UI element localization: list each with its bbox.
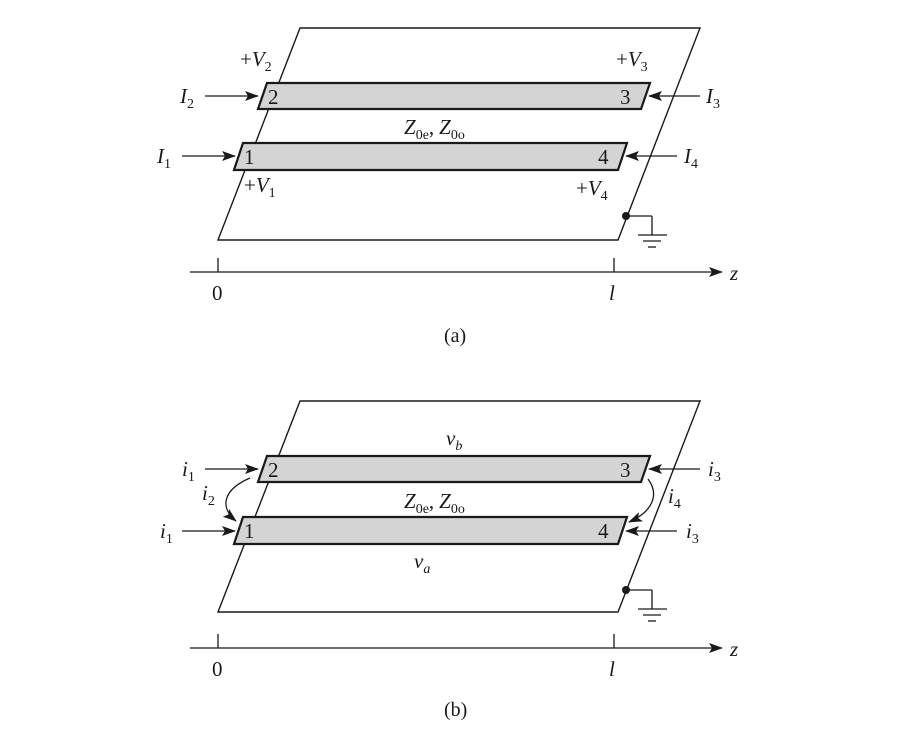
current-label-I4: I4 <box>683 144 698 172</box>
port-label-2-a: 2 <box>268 85 279 109</box>
voltage-label-V1: +V1 <box>244 173 276 201</box>
ground-symbol-b <box>622 586 667 622</box>
current-label-i2: i2 <box>202 481 215 509</box>
current-arrow-i2-curved <box>222 477 251 522</box>
current-label-i4: i4 <box>668 484 681 512</box>
current-label-i1-top: i1 <box>182 457 195 485</box>
axis-l-label-b: l <box>609 657 615 681</box>
caption-b: (b) <box>444 699 467 721</box>
voltage-label-V2: +V2 <box>240 47 272 75</box>
caption-a: (a) <box>444 325 466 347</box>
current-label-i1-bottom: i1 <box>160 519 173 547</box>
port-label-3-b: 3 <box>620 458 631 482</box>
current-label-I2: I2 <box>179 84 194 112</box>
axis-origin-label-b: 0 <box>212 657 223 681</box>
line-voltage-vb: vb <box>446 426 462 454</box>
voltage-label-V3: +V3 <box>616 47 648 75</box>
port-label-4-a: 4 <box>598 145 609 169</box>
current-label-I3: I3 <box>705 84 720 112</box>
strip-bottom-b <box>232 515 629 546</box>
current-arrow-i4-curved <box>628 478 654 523</box>
current-label-i3-top: i3 <box>708 457 721 485</box>
strip-top-a <box>256 81 652 111</box>
strip-bottom-a <box>232 141 629 172</box>
port-label-2-b: 2 <box>268 458 279 482</box>
impedance-label-b: Z0e, Z0o <box>404 489 465 517</box>
strip-top-b <box>256 454 652 484</box>
axis-l-label-a: l <box>609 281 615 305</box>
axis-origin-label-a: 0 <box>212 281 223 305</box>
line-voltage-va: va <box>414 549 430 577</box>
port-label-1-b: 1 <box>244 519 255 543</box>
axis-z-label-a: z <box>729 261 738 285</box>
impedance-label-a: Z0e, Z0o <box>404 115 465 143</box>
panel-b: 2 3 1 4 Z0e, Z0o vb va i1 i3 i1 i3 i2 i4 <box>160 400 738 721</box>
ground-symbol-a <box>622 212 667 248</box>
port-label-1-a: 1 <box>244 145 255 169</box>
voltage-label-V4: +V4 <box>576 176 608 204</box>
panel-a: 2 3 1 4 Z0e, Z0o I2 I3 I1 I4 +V2 +V3 +V1 … <box>156 27 738 347</box>
current-label-I1: I1 <box>156 144 171 172</box>
port-label-4-b: 4 <box>598 519 609 543</box>
axis-z-label-b: z <box>729 637 738 661</box>
current-label-i3-bottom: i3 <box>686 519 699 547</box>
port-label-3-a: 3 <box>620 85 631 109</box>
